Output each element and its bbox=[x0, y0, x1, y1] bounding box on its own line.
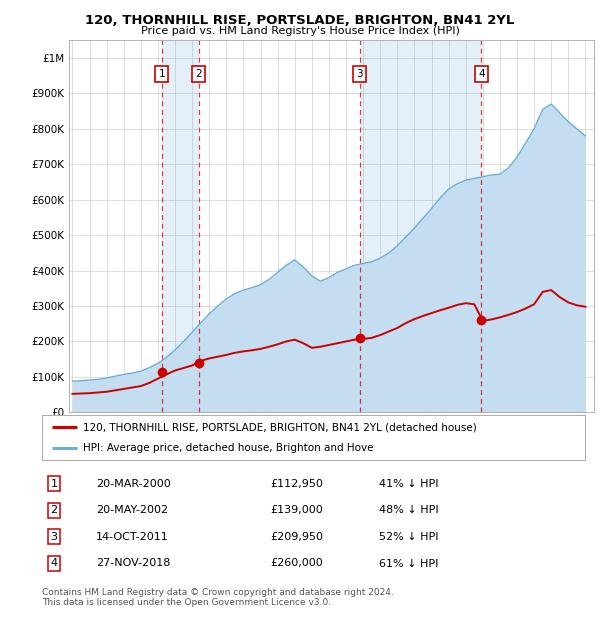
Text: 61% ↓ HPI: 61% ↓ HPI bbox=[379, 559, 438, 569]
Text: 4: 4 bbox=[50, 559, 58, 569]
Text: HPI: Average price, detached house, Brighton and Hove: HPI: Average price, detached house, Brig… bbox=[83, 443, 373, 453]
Text: 1: 1 bbox=[50, 479, 58, 489]
Text: 4: 4 bbox=[478, 69, 485, 79]
Text: Contains HM Land Registry data © Crown copyright and database right 2024.
This d: Contains HM Land Registry data © Crown c… bbox=[42, 588, 394, 607]
Text: Price paid vs. HM Land Registry's House Price Index (HPI): Price paid vs. HM Land Registry's House … bbox=[140, 26, 460, 36]
Text: 20-MAY-2002: 20-MAY-2002 bbox=[97, 505, 169, 515]
Text: £139,000: £139,000 bbox=[270, 505, 323, 515]
Text: £260,000: £260,000 bbox=[270, 559, 323, 569]
Bar bbox=[359, 40, 481, 412]
Text: 2: 2 bbox=[50, 505, 58, 515]
Text: 120, THORNHILL RISE, PORTSLADE, BRIGHTON, BN41 2YL: 120, THORNHILL RISE, PORTSLADE, BRIGHTON… bbox=[85, 14, 515, 27]
Text: 120, THORNHILL RISE, PORTSLADE, BRIGHTON, BN41 2YL (detached house): 120, THORNHILL RISE, PORTSLADE, BRIGHTON… bbox=[83, 422, 476, 433]
Text: 2: 2 bbox=[196, 69, 202, 79]
Text: 27-NOV-2018: 27-NOV-2018 bbox=[97, 559, 170, 569]
Text: 20-MAR-2000: 20-MAR-2000 bbox=[97, 479, 171, 489]
Text: £112,950: £112,950 bbox=[270, 479, 323, 489]
Text: £209,950: £209,950 bbox=[270, 532, 323, 542]
Text: 1: 1 bbox=[158, 69, 165, 79]
Text: 41% ↓ HPI: 41% ↓ HPI bbox=[379, 479, 438, 489]
Bar bbox=[161, 40, 199, 412]
Text: 3: 3 bbox=[50, 532, 58, 542]
Text: 52% ↓ HPI: 52% ↓ HPI bbox=[379, 532, 438, 542]
Text: 3: 3 bbox=[356, 69, 363, 79]
Text: 14-OCT-2011: 14-OCT-2011 bbox=[97, 532, 169, 542]
Text: 48% ↓ HPI: 48% ↓ HPI bbox=[379, 505, 438, 515]
